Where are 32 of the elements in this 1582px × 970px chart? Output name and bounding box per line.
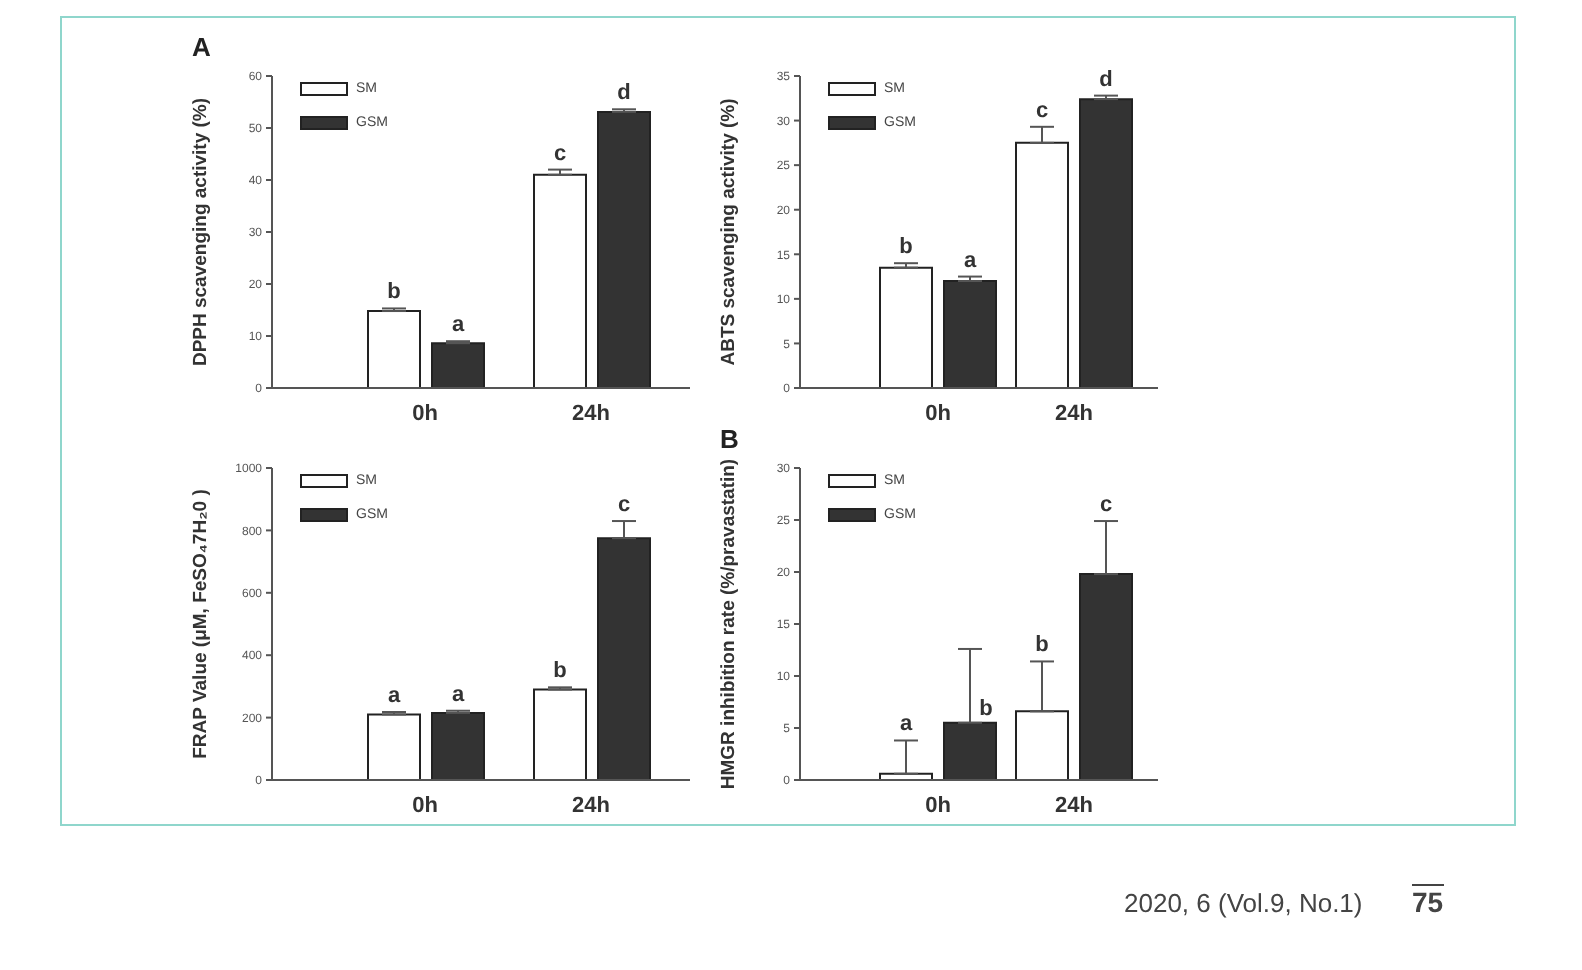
y-axis-title: ABTS scavenging activity (%) [717,98,740,366]
text: 2020, 6 (Vol.9, No.1) [1124,888,1363,918]
y-axis-title: DPPH scavenging activity (%) [189,97,212,367]
text: B [720,424,739,454]
x-tick-label: 0h [412,401,439,426]
data-label: a [451,313,466,338]
x-tick-label: 0h [925,401,952,426]
text: 75 [1412,884,1444,918]
data-label: a [963,248,978,273]
data-label: b [553,659,568,684]
x-tick-label: 0h [925,793,952,818]
data-label: a [899,712,914,737]
text: A [192,32,211,62]
x-tick-label: 24h [572,793,611,818]
x-tick-label: 0h [412,793,439,818]
data-label: b [1035,633,1050,658]
data-label: c [553,141,567,166]
data-label: d [617,81,631,106]
data-label: a [387,683,402,708]
data-label: b [387,280,402,305]
x-tick-label: 24h [1055,401,1094,426]
data-label: a [451,682,466,707]
y-axis-title: FRAP Value (μM, FeSO₄7H₂0 ) [189,489,212,759]
data-label: b [979,696,994,721]
data-label: d [1099,67,1113,92]
x-tick-label: 24h [1055,793,1094,818]
x-tick-label: 24h [572,401,611,426]
y-axis-title: HMGR inhibition rate (%/pravastatin) [717,458,740,790]
data-label: c [1099,493,1113,518]
data-label: c [1035,98,1049,123]
data-label: b [899,235,914,260]
data-label: c [617,493,631,518]
